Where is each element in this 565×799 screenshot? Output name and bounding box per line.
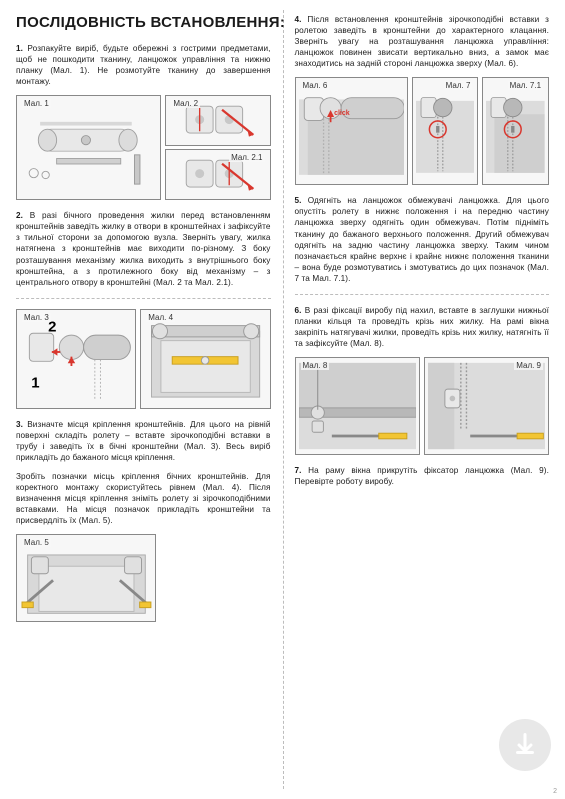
page-title: ПОСЛІДОВНІСТЬ ВСТАНОВЛЕННЯ:	[16, 14, 271, 31]
fig-row-4: Мал. 6 click Мал. 7	[295, 77, 550, 185]
fig21-label: Мал. 2.1	[229, 153, 264, 162]
step-7-text: 7. На раму вікна прикрутіть фіксатор лан…	[295, 465, 550, 487]
figure-6: Мал. 6 click	[295, 77, 408, 185]
step-3b-text: Зробіть позначки місць кріплення бічних …	[16, 471, 271, 526]
fig7-label: Мал. 7	[444, 81, 473, 90]
figure-2: Мал. 2	[165, 95, 270, 146]
fig-row-5: Мал. 8 Мал. 9	[295, 357, 550, 455]
click-label: click	[334, 111, 350, 118]
figure-2-1: Мал. 2.1	[165, 149, 270, 200]
fig8-label: Мал. 8	[301, 361, 330, 370]
figure-5: Мал. 5	[16, 534, 156, 622]
figure-4: Мал. 4	[140, 309, 270, 409]
fig3-label: Мал. 3	[22, 313, 51, 322]
watermark-icon	[499, 719, 551, 771]
step-4-num: 4.	[295, 15, 302, 24]
step-2-num: 2.	[16, 211, 23, 220]
figure-7: Мал. 7	[412, 77, 479, 185]
fig-row-3: Мал. 5	[16, 534, 271, 622]
step-2-text: 2. В разі бічного проведення жилки перед…	[16, 210, 271, 287]
step-4-text: 4. Після встановлення кронштейнів зірочк…	[295, 14, 550, 69]
step-3-num: 3.	[16, 420, 23, 429]
figure-7-1: Мал. 7.1	[482, 77, 549, 185]
step-6-text: 6. В разі фіксації виробу під нахил, вст…	[295, 305, 550, 349]
step-5-text: 5. Одягніть на ланцюжок обмежувачі ланцю…	[295, 195, 550, 284]
step-1-text: 1. Розпакуйте виріб, будьте обережні з г…	[16, 43, 271, 87]
dash-separator-left	[16, 298, 271, 299]
fig6-label: Мал. 6	[301, 81, 330, 90]
fig2-label: Мал. 2	[171, 99, 200, 108]
right-column: 4. Після встановлення кронштейнів зірочк…	[283, 0, 565, 799]
fig71-label: Мал. 7.1	[508, 81, 543, 90]
figure-3: Мал. 3 1 2	[16, 309, 136, 409]
step-5-num: 5.	[295, 196, 302, 205]
fig-row-1: Мал. 1 Мал. 2	[16, 95, 271, 200]
step-6-num: 6.	[295, 306, 302, 315]
step-3a-text: 3. Визначте місця кріплення кронштейнів.…	[16, 419, 271, 463]
svg-text:1: 1	[31, 374, 39, 391]
page-number: 2	[553, 788, 557, 795]
fig9-label: Мал. 9	[514, 361, 543, 370]
figure-1: Мал. 1	[16, 95, 161, 200]
figure-8: Мал. 8	[295, 357, 420, 455]
fig4-label: Мал. 4	[146, 313, 175, 322]
dash-separator-right	[295, 294, 550, 295]
fig1-label: Мал. 1	[22, 99, 51, 108]
step-1-num: 1.	[16, 44, 23, 53]
fig-row-2: Мал. 3 1 2 Мал. 4	[16, 309, 271, 409]
step-7-num: 7.	[295, 466, 302, 475]
figure-9: Мал. 9	[424, 357, 549, 455]
left-column: ПОСЛІДОВНІСТЬ ВСТАНОВЛЕННЯ: 1. Розпакуйт…	[0, 0, 283, 799]
fig5-label: Мал. 5	[22, 538, 51, 547]
